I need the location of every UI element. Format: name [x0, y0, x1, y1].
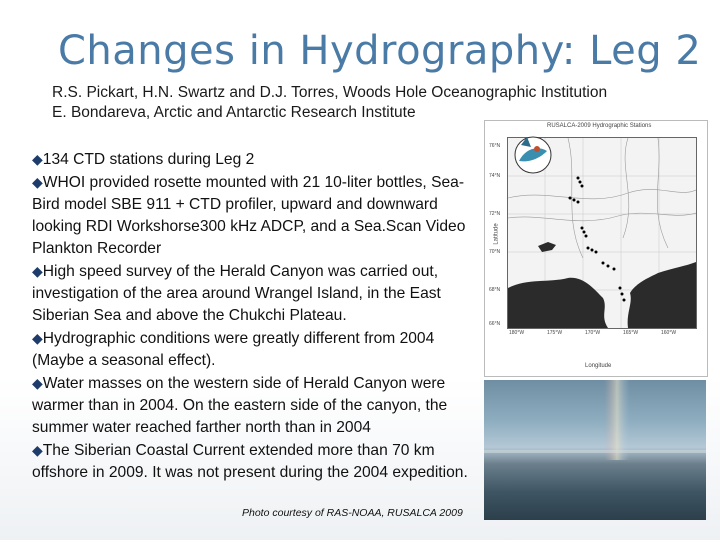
map-x-tick: 165°W — [623, 330, 639, 336]
bullet-item: ◆134 CTD stations during Leg 2 — [32, 151, 255, 168]
map-y-axis-label: Latitude — [493, 223, 500, 245]
map-frame — [507, 137, 697, 329]
map-y-tick: 68°N — [489, 287, 501, 293]
map-graphic — [507, 137, 697, 328]
bullet-item: ◆WHOI provided rosette mounted with 21 1… — [32, 174, 466, 257]
bullet-list: ◆134 CTD stations during Leg 2 ◆WHOI pro… — [32, 148, 472, 484]
map-x-tick: 180°W — [509, 330, 525, 336]
diamond-bullet-icon: ◆ — [32, 375, 43, 391]
photo-credit: Photo courtesy of RAS-NOAA, RUSALCA 2009 — [242, 507, 463, 519]
station-map: RUSALCA-2009 Hydrographic Stations — [484, 120, 708, 377]
map-y-tick: 66°N — [489, 321, 501, 327]
diamond-bullet-icon: ◆ — [32, 330, 43, 346]
map-y-tick: 76°N — [489, 143, 501, 149]
map-y-tick: 74°N — [489, 173, 501, 179]
ocean-rainbow-photo — [484, 380, 706, 520]
diamond-bullet-icon: ◆ — [32, 442, 43, 458]
diamond-bullet-icon: ◆ — [32, 174, 43, 190]
map-y-tick: 70°N — [489, 249, 501, 255]
map-x-tick: 170°W — [585, 330, 601, 336]
map-title: RUSALCA-2009 Hydrographic Stations — [547, 123, 652, 129]
bullet-item: ◆Water masses on the western side of Her… — [32, 375, 448, 436]
slide-title: Changes in Hydrography: Leg 2 — [58, 28, 702, 74]
author-line: R.S. Pickart, H.N. Swartz and D.J. Torre… — [52, 84, 608, 101]
station-markers — [568, 176, 626, 302]
bullet-item: ◆Hydrographic conditions were greatly di… — [32, 330, 435, 369]
diamond-bullet-icon: ◆ — [32, 151, 43, 167]
author-line: E. Bondareva, Arctic and Antarctic Resea… — [52, 104, 416, 121]
map-x-tick: 160°W — [661, 330, 677, 336]
rusalca-logo-icon — [514, 136, 552, 174]
bullet-item: ◆The Siberian Coastal Current extended m… — [32, 442, 468, 481]
map-x-axis-label: Longitude — [585, 363, 612, 369]
bathymetry-contours — [507, 137, 697, 259]
diamond-bullet-icon: ◆ — [32, 263, 43, 279]
wrangel-island — [538, 242, 556, 252]
author-list: R.S. Pickart, H.N. Swartz and D.J. Torre… — [52, 83, 607, 123]
rainbow-icon — [484, 380, 706, 460]
map-y-tick: 72°N — [489, 211, 501, 217]
map-x-tick: 175°W — [547, 330, 563, 336]
bullet-item: ◆High speed survey of the Herald Canyon … — [32, 263, 441, 324]
chukotka-land — [508, 277, 608, 328]
alaska-land — [627, 262, 696, 328]
